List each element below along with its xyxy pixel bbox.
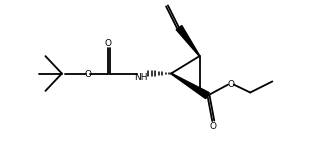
Text: O: O — [85, 70, 92, 79]
Text: O: O — [209, 122, 216, 130]
Polygon shape — [171, 73, 209, 99]
Text: O: O — [105, 39, 112, 48]
Text: NH: NH — [134, 73, 148, 82]
Text: O: O — [227, 80, 234, 89]
Polygon shape — [176, 26, 200, 56]
